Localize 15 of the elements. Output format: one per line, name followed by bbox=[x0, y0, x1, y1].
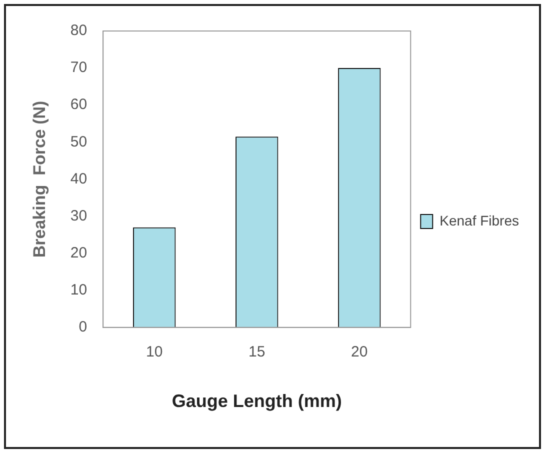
x-tick-label: 10 bbox=[146, 344, 163, 361]
y-tick-label: 40 bbox=[70, 170, 88, 188]
x-tick-label: 20 bbox=[351, 344, 368, 361]
y-tick-label: 50 bbox=[70, 133, 88, 150]
y-tick-label: 20 bbox=[70, 244, 88, 262]
y-tick-label: 80 bbox=[70, 22, 88, 40]
y-tick-label: 0 bbox=[78, 318, 88, 336]
x-axis-title: Gauge Length (mm) bbox=[172, 391, 342, 412]
y-tick-label: 60 bbox=[70, 96, 88, 114]
y-tick-label: 10 bbox=[70, 281, 88, 298]
legend-label: Kenaf Fibres bbox=[440, 212, 520, 228]
x-tick-label: 15 bbox=[248, 344, 266, 361]
y-tick-label: 70 bbox=[70, 59, 88, 76]
y-axis-title: Breaking Force (N) bbox=[30, 100, 49, 258]
y-tick-label: 30 bbox=[70, 207, 88, 224]
